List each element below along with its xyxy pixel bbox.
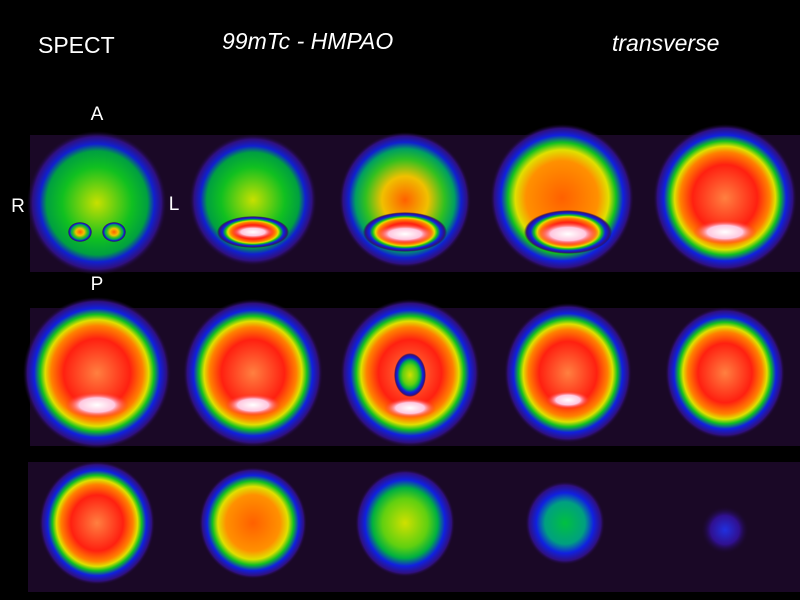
anterior-label: A bbox=[91, 104, 104, 125]
posterior-label: P bbox=[91, 274, 104, 295]
brain-slice bbox=[653, 124, 797, 272]
hotspot bbox=[225, 394, 281, 416]
brain-slice bbox=[504, 303, 632, 443]
hotspot bbox=[65, 392, 129, 418]
brain-slice bbox=[27, 131, 167, 275]
brain-slice bbox=[701, 506, 749, 554]
brain-slice bbox=[525, 481, 605, 565]
slice-row bbox=[39, 461, 749, 585]
hotspot bbox=[546, 391, 590, 409]
modality-label: SPECT bbox=[38, 32, 115, 58]
brain-slice bbox=[199, 467, 307, 579]
brain-slice bbox=[665, 307, 785, 439]
brain-slice bbox=[355, 469, 455, 577]
slice-row bbox=[23, 297, 785, 449]
slice-row bbox=[27, 124, 797, 275]
right-label: R bbox=[11, 196, 25, 217]
hotspot bbox=[231, 225, 275, 239]
tracer-label: 99mTc - HMPAO bbox=[222, 28, 393, 54]
hotspot bbox=[375, 224, 435, 244]
hotspot bbox=[693, 220, 757, 244]
plane-label: transverse bbox=[612, 30, 719, 56]
hotspot bbox=[102, 222, 126, 242]
hotspot bbox=[384, 398, 436, 418]
left-label: L bbox=[169, 194, 180, 215]
hotspot bbox=[394, 353, 426, 397]
brain-slice bbox=[23, 297, 171, 449]
hotspot bbox=[536, 222, 600, 246]
brain-slice bbox=[39, 461, 155, 585]
hotspot bbox=[68, 222, 92, 242]
brain-slice bbox=[183, 299, 323, 447]
